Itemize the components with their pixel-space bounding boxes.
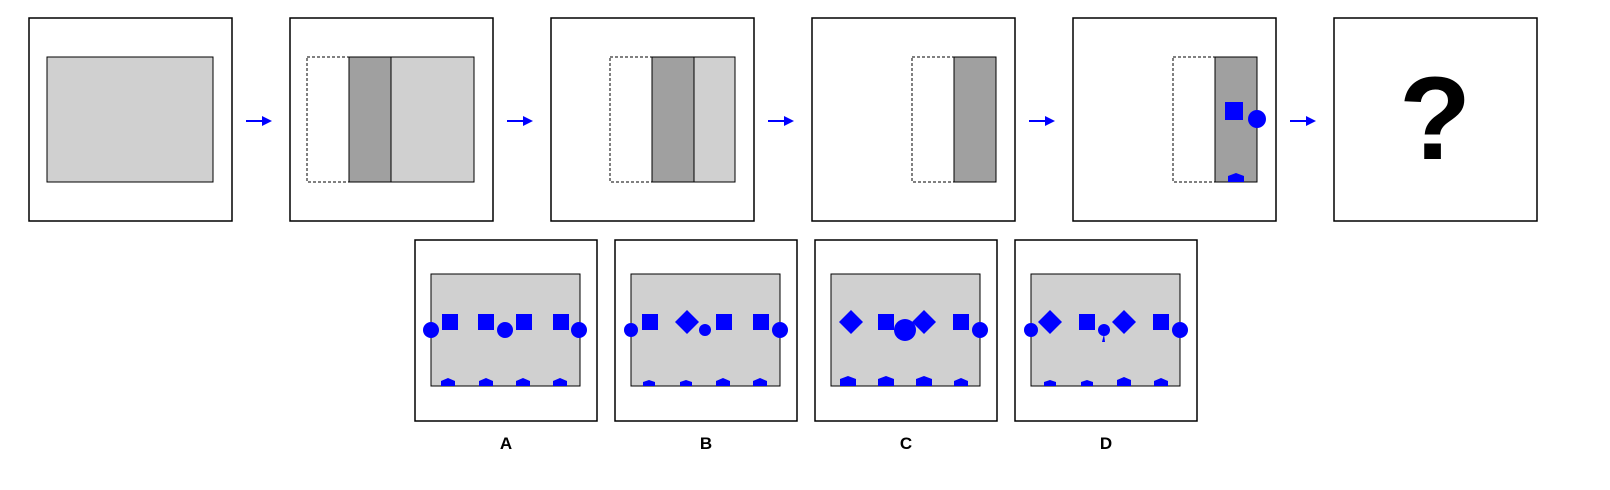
pentagon-hole-icon (643, 380, 655, 386)
square-hole-icon (1153, 314, 1169, 330)
pentagon-hole-icon (1117, 377, 1131, 386)
square-hole-icon (442, 314, 458, 330)
diamond-hole-icon (1112, 310, 1136, 334)
remaining-paper (390, 56, 475, 183)
pentagon-hole-icon (840, 376, 856, 386)
folded-away-outline (609, 56, 653, 183)
square-hole-icon (953, 314, 969, 330)
square-hole-icon (1079, 314, 1095, 330)
circle-hole-icon (1098, 324, 1110, 336)
square-hole-icon (642, 314, 658, 330)
pentagon-hole-icon (680, 380, 692, 386)
folded-away-outline (1172, 56, 1216, 183)
option-d[interactable]: D (1014, 239, 1198, 453)
arrow-right-icon (507, 116, 533, 126)
square-hole-icon (478, 314, 494, 330)
arrow-right-icon (246, 116, 272, 126)
square-hole-icon (878, 314, 894, 330)
step-1-panel (28, 17, 233, 222)
pentagon-hole-icon (441, 378, 455, 386)
pentagon-hole-icon (753, 378, 767, 386)
diamond-hole-icon (675, 310, 699, 334)
option-label: B (700, 434, 712, 453)
diamond-hole-icon (912, 310, 936, 334)
circle-hole-icon (972, 322, 988, 338)
option-b[interactable]: B (614, 239, 798, 453)
option-c[interactable]: C (814, 239, 998, 453)
pentagon-hole-icon (479, 378, 493, 386)
circle-hole-icon (1248, 110, 1266, 128)
circle-hole-icon (1024, 323, 1038, 337)
pentagon-hole-icon (1081, 380, 1093, 386)
circle-hole-icon (497, 322, 513, 338)
circle-hole-icon (1172, 322, 1188, 338)
pentagon-hole-icon (954, 378, 968, 386)
step-3-panel (550, 17, 755, 222)
folded-layer (651, 56, 695, 183)
question-mark: ? (1399, 53, 1471, 185)
pentagon-hole-icon (916, 376, 932, 386)
circle-hole-icon (571, 322, 587, 338)
square-hole-icon (753, 314, 769, 330)
diamond-hole-icon (839, 310, 863, 334)
circle-hole-icon (624, 323, 638, 337)
folded-away-outline (911, 56, 955, 183)
option-label: A (500, 434, 512, 453)
pentagon-hole-icon (553, 378, 567, 386)
arrow-right-icon (768, 116, 794, 126)
square-hole-icon (516, 314, 532, 330)
remaining-paper (693, 56, 736, 183)
circle-hole-icon (894, 319, 916, 341)
step-2-panel (289, 17, 494, 222)
square-hole-icon (553, 314, 569, 330)
circle-hole-icon (772, 322, 788, 338)
pentagon-hole-icon (878, 376, 894, 386)
pentagon-hole-icon (716, 378, 730, 386)
option-a[interactable]: A (414, 239, 598, 453)
square-hole-icon (716, 314, 732, 330)
arrow-right-icon (1290, 116, 1316, 126)
arrow-right-icon (1029, 116, 1055, 126)
step-5-panel (1072, 17, 1277, 222)
pentagon-hole-icon (1154, 378, 1168, 386)
panel-frame (1333, 17, 1538, 222)
circle-hole-icon (423, 322, 439, 338)
square-hole-icon (1225, 102, 1243, 120)
tail-mark-icon (1102, 334, 1105, 342)
folded-layer (348, 56, 392, 183)
answer-panel: ? (1333, 17, 1538, 222)
pentagon-hole-icon (516, 378, 530, 386)
step-4-panel (811, 17, 1016, 222)
folded-layer (953, 56, 997, 183)
circle-hole-icon (699, 324, 711, 336)
pentagon-hole-icon (1044, 380, 1056, 386)
pentagon-hole-icon (1228, 173, 1244, 182)
option-label: D (1100, 434, 1112, 453)
diamond-hole-icon (1038, 310, 1062, 334)
unfolded-paper (46, 56, 214, 183)
folded-away-outline (306, 56, 350, 183)
option-label: C (900, 434, 912, 453)
